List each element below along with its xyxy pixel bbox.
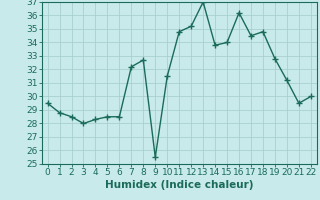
X-axis label: Humidex (Indice chaleur): Humidex (Indice chaleur): [105, 180, 253, 190]
